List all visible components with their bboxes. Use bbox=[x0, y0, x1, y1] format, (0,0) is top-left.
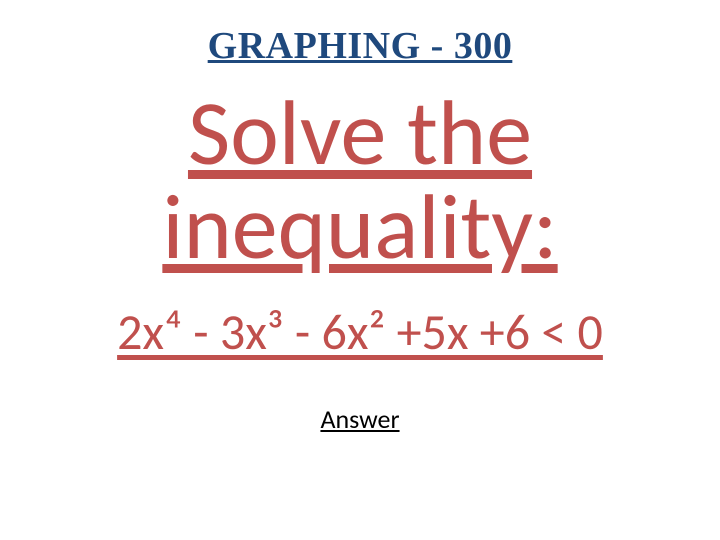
instruction-text: Solve theinequality: bbox=[162, 86, 557, 274]
answer-link[interactable]: Answer bbox=[320, 403, 399, 435]
inequality-expression: 2x⁴ - 3x³ - 6x² +5x +6 < 0 bbox=[117, 302, 603, 363]
slide-container: GRAPHING - 300 Solve theinequality: 2x⁴ … bbox=[0, 0, 720, 540]
slide-title: GRAPHING - 300 bbox=[208, 24, 513, 68]
